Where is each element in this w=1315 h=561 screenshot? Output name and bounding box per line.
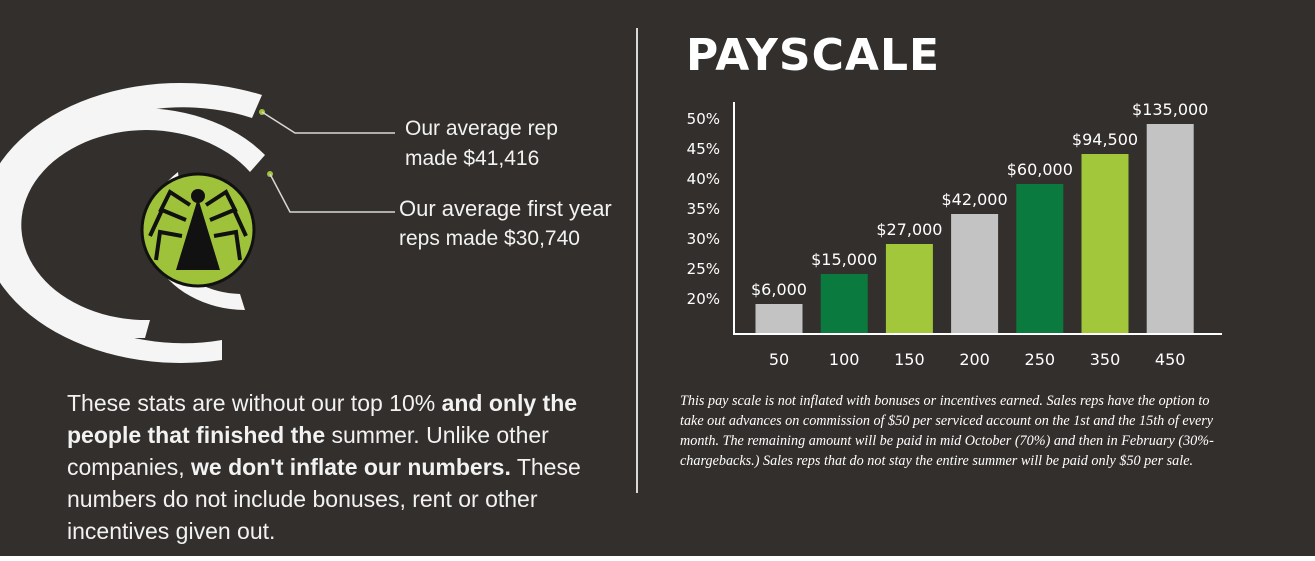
bar-250 bbox=[1016, 184, 1064, 334]
bar-value-label: $6,000 bbox=[751, 280, 807, 299]
stats-disclaimer: These stats are without our top 10% and … bbox=[67, 387, 627, 547]
payscale-title: PAYSCALE bbox=[686, 30, 941, 81]
x-tick-label: 250 bbox=[1025, 350, 1056, 369]
y-tick-label: 25% bbox=[687, 260, 720, 278]
disclaimer-text-3: These numbers do not include bonuses, re… bbox=[67, 454, 581, 544]
disclaimer-bold-2: we don't inflate our numbers. bbox=[191, 454, 511, 480]
y-tick-label: 40% bbox=[687, 170, 720, 188]
stats-arcs-graphic bbox=[0, 82, 395, 363]
bar-value-label: $135,000 bbox=[1132, 100, 1208, 119]
y-tick-label: 45% bbox=[687, 140, 720, 158]
bar-value-label: $42,000 bbox=[942, 190, 1008, 209]
bar-value-label: $27,000 bbox=[876, 220, 942, 239]
connector-line-average bbox=[259, 109, 395, 134]
bar-value-label: $15,000 bbox=[811, 250, 877, 269]
x-tick-label: 100 bbox=[829, 350, 860, 369]
y-tick-label: 50% bbox=[687, 110, 720, 128]
bar-50 bbox=[755, 304, 803, 334]
bottom-strip bbox=[0, 556, 1315, 561]
average-rep-line2: made $41,416 bbox=[405, 147, 540, 170]
bar-200 bbox=[951, 214, 999, 334]
bar-150 bbox=[885, 244, 933, 334]
bar-450 bbox=[1146, 124, 1194, 334]
y-tick-label: 35% bbox=[687, 200, 720, 218]
disclaimer-bold-1: and only the people that finished the bbox=[67, 390, 578, 448]
first-year-line2: reps made $30,740 bbox=[399, 227, 580, 250]
x-tick-label: 150 bbox=[894, 350, 925, 369]
section-divider bbox=[636, 28, 638, 493]
y-tick-label: 30% bbox=[687, 230, 720, 248]
payscale-note: This pay scale is not inflated with bonu… bbox=[680, 393, 1214, 469]
bar-350 bbox=[1081, 154, 1129, 334]
outer-arc bbox=[0, 82, 262, 363]
first-year-stat: Our average first year reps made $30,740 bbox=[399, 194, 634, 254]
y-tick-label: 20% bbox=[687, 290, 720, 308]
disclaimer-text-1: These stats are without our top 10% bbox=[67, 390, 442, 416]
connector-line-first-year bbox=[267, 171, 395, 213]
average-rep-line1: Our average rep bbox=[405, 117, 558, 140]
bar-value-label: $94,500 bbox=[1072, 130, 1138, 149]
x-tick-label: 200 bbox=[959, 350, 990, 369]
x-tick-label: 350 bbox=[1090, 350, 1121, 369]
disclaimer-text-2: summer. Unlike other companies, bbox=[67, 422, 549, 480]
spider-logo-icon bbox=[140, 172, 256, 288]
x-tick-label: 450 bbox=[1155, 350, 1186, 369]
x-tick-label: 50 bbox=[769, 350, 789, 369]
bar-100 bbox=[820, 274, 868, 334]
bar-value-label: $60,000 bbox=[1007, 160, 1073, 179]
average-rep-stat: Our average rep made $41,416 bbox=[405, 114, 625, 174]
first-year-line1: Our average first year bbox=[399, 196, 612, 221]
